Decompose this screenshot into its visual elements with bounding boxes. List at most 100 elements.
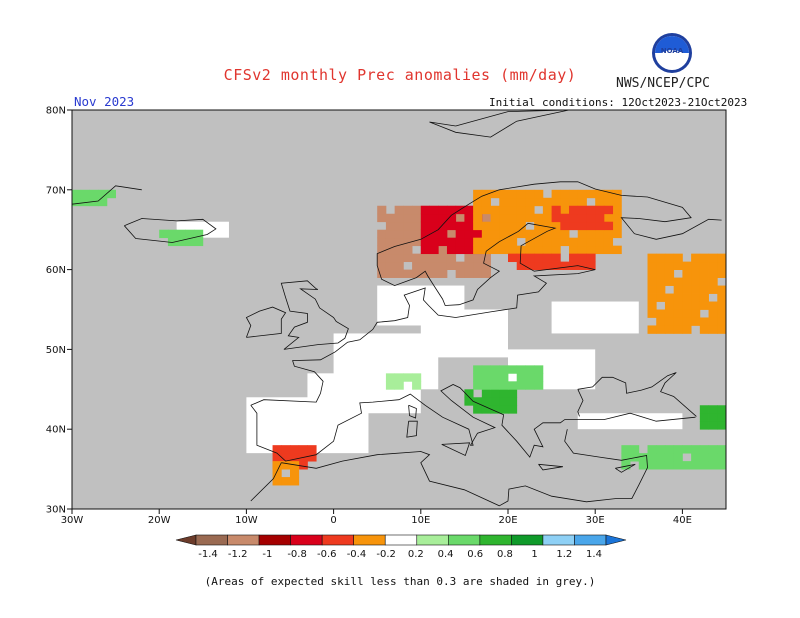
anomaly-cell	[656, 285, 666, 294]
anomaly-cell	[708, 461, 718, 470]
colorbar-box	[353, 534, 386, 546]
coastline-7	[250, 462, 282, 502]
anomaly-cell	[508, 253, 518, 263]
anomaly-cell	[647, 269, 657, 278]
anomaly-cell	[490, 397, 500, 406]
anomaly-cell	[551, 221, 561, 231]
anomaly-cell	[98, 189, 108, 199]
anomaly-cell	[412, 261, 422, 270]
anomaly-cell	[717, 325, 727, 334]
anomaly-cell	[473, 205, 483, 215]
coastline-15	[615, 463, 636, 473]
anomaly-cell	[385, 213, 396, 223]
anomaly-cell	[682, 309, 692, 318]
anomaly-cell	[708, 309, 718, 318]
anomaly-cell	[499, 229, 509, 239]
anomaly-cell	[664, 277, 675, 286]
anomaly-cell	[508, 189, 518, 199]
anomaly-cell	[525, 261, 535, 270]
anomaly-cell	[656, 325, 666, 334]
anomaly-cell	[708, 253, 718, 263]
anomaly-cell	[420, 269, 430, 278]
anomaly-cell	[429, 261, 439, 270]
colorbar-label: 0.4	[438, 549, 454, 560]
anomaly-cell	[429, 205, 439, 215]
anomaly-cell	[708, 277, 718, 286]
anomaly-cell	[691, 253, 701, 263]
anomaly-cell	[481, 221, 491, 231]
anomaly-cell	[481, 373, 491, 382]
anomaly-cell	[577, 197, 587, 207]
anomaly-cell	[272, 445, 282, 454]
anomaly-cell	[603, 213, 614, 223]
anomaly-cell	[560, 229, 570, 239]
anomaly-cell	[621, 445, 631, 454]
anomaly-region	[420, 205, 483, 255]
anomaly-cell	[708, 325, 718, 334]
anomaly-cell	[656, 445, 666, 454]
coastline-0	[250, 384, 696, 462]
x-tick-label: 10W	[235, 515, 258, 526]
anomaly-cell	[394, 373, 404, 382]
anomaly-cell	[481, 405, 491, 414]
anomaly-cell	[490, 365, 500, 374]
colorbar-label: -1	[262, 549, 272, 560]
anomaly-cell	[577, 205, 587, 215]
anomaly-cell	[377, 245, 387, 255]
anomaly-cell	[708, 285, 718, 294]
colorbar-label: 0.6	[467, 549, 483, 560]
anomaly-cell	[682, 269, 692, 278]
colorbar-box	[511, 534, 544, 546]
anomaly-cell	[569, 197, 579, 207]
anomaly-cell	[673, 317, 683, 326]
anomaly-cell	[490, 213, 500, 223]
anomaly-cell	[595, 213, 605, 223]
anomaly-cell	[438, 221, 448, 231]
anomaly-cell	[682, 293, 692, 302]
anomaly-cell	[525, 229, 535, 239]
anomaly-cell	[647, 461, 657, 470]
anomaly-cell	[176, 237, 186, 247]
coastline-12	[408, 404, 417, 419]
anomaly-cell	[438, 229, 448, 239]
anomaly-cell	[603, 221, 614, 231]
anomaly-cell	[394, 245, 404, 255]
anomaly-cell	[673, 325, 683, 334]
anomaly-cell	[490, 221, 500, 231]
anomaly-cell	[682, 325, 692, 334]
anomaly-cell	[664, 453, 675, 462]
anomaly-cell	[717, 413, 727, 422]
anomaly-cell	[455, 229, 465, 239]
anomaly-cell	[377, 269, 387, 278]
anomaly-cell	[516, 221, 526, 231]
anomaly-cell	[385, 373, 396, 382]
anomaly-cell	[272, 469, 282, 478]
anomaly-cell	[699, 293, 709, 302]
anomaly-cell	[473, 189, 483, 199]
anomaly-cell	[699, 413, 709, 422]
anomaly-cell	[682, 261, 692, 270]
anomaly-cell	[499, 213, 509, 223]
anomaly-cell	[699, 461, 709, 470]
anomaly-cell	[377, 237, 387, 247]
anomaly-region	[647, 253, 727, 334]
anomaly-cell	[194, 229, 204, 239]
anomaly-cell	[429, 229, 439, 239]
anomaly-cell	[534, 189, 544, 199]
anomaly-cell	[603, 189, 614, 199]
y-tick-label: 60N	[46, 265, 66, 276]
logo-lettering: NOAA	[661, 47, 684, 55]
anomaly-cell	[429, 269, 439, 278]
anomaly-cell	[464, 237, 474, 247]
anomaly-cell	[281, 461, 291, 470]
anomaly-cell	[499, 389, 509, 398]
anomaly-cell	[577, 213, 587, 223]
anomaly-cell	[577, 221, 587, 231]
anomaly-cell	[534, 253, 544, 263]
anomaly-region	[508, 253, 596, 270]
anomaly-cell	[446, 261, 457, 270]
anomaly-region	[464, 389, 518, 414]
anomaly-cell	[647, 445, 657, 454]
anomaly-region	[551, 205, 614, 231]
anomaly-cell	[534, 197, 544, 207]
